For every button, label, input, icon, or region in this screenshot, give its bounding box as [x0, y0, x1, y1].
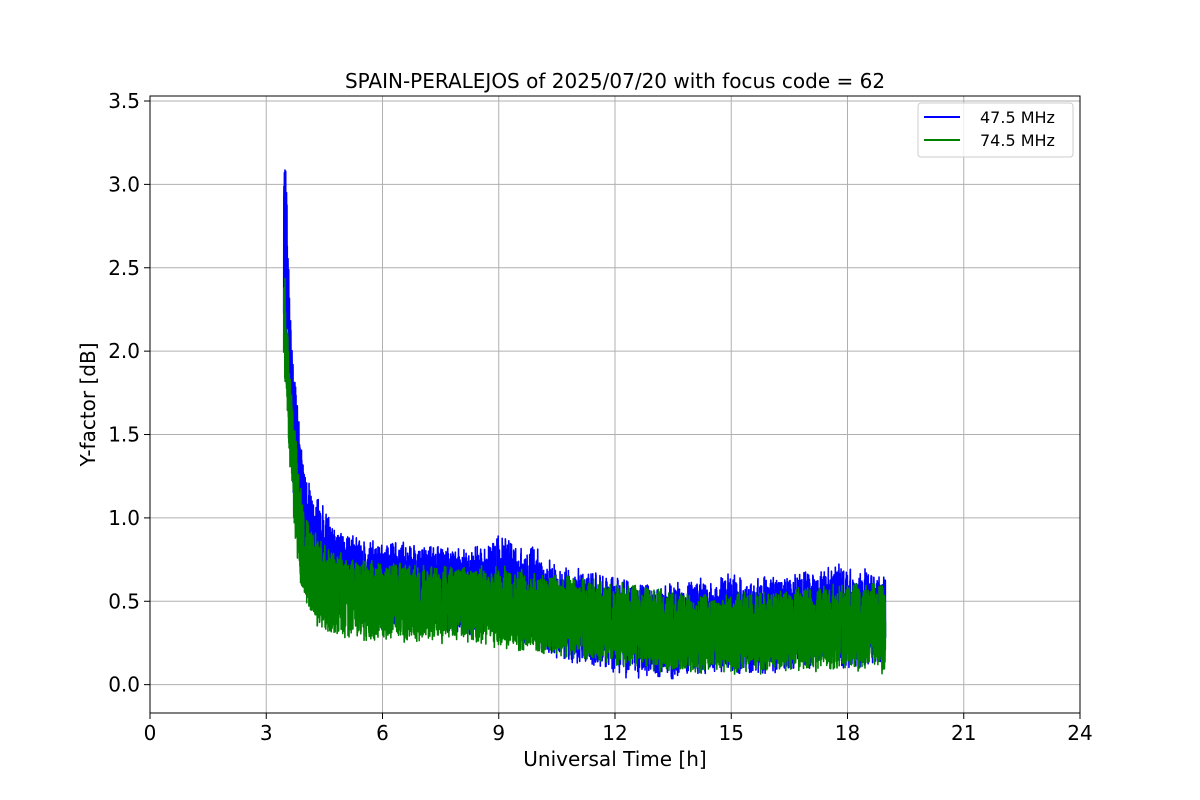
y-tick-label: 1.0	[108, 506, 140, 530]
y-tick-label: 3.0	[108, 172, 140, 196]
x-tick-label: 12	[602, 721, 627, 745]
plot-area	[282, 169, 887, 680]
x-tick-label: 21	[951, 721, 976, 745]
legend-label-74-5: 74.5 MHz	[980, 131, 1055, 150]
x-tick-label: 18	[835, 721, 860, 745]
series-line-1	[282, 277, 887, 675]
y-tick-label: 3.5	[108, 89, 140, 113]
legend-label-47-5: 47.5 MHz	[980, 108, 1055, 127]
chart-title: SPAIN-PERALEJOS of 2025/07/20 with focus…	[345, 69, 885, 93]
x-tick-label: 15	[719, 721, 744, 745]
legend: 47.5 MHz 74.5 MHz	[917, 102, 1074, 158]
x-axis: 0 3 6 9 12 15 18 21 24	[144, 713, 1093, 745]
y-tick-label: 2.0	[108, 339, 140, 363]
x-tick-label: 0	[144, 721, 157, 745]
y-tick-label: 0.5	[108, 589, 140, 613]
y-axis-label: Y-factor [dB]	[76, 342, 100, 467]
x-axis-label: Universal Time [h]	[523, 747, 706, 771]
y-tick-label: 2.5	[108, 256, 140, 280]
y-tick-label: 0.0	[108, 673, 140, 697]
y-tick-label: 1.5	[108, 423, 140, 447]
x-tick-label: 3	[260, 721, 273, 745]
x-tick-label: 6	[376, 721, 389, 745]
x-tick-label: 24	[1067, 721, 1092, 745]
y-axis: 0.0 0.5 1.0 1.5 2.0 2.5 3.0 3.5	[108, 89, 150, 697]
x-tick-label: 9	[492, 721, 505, 745]
